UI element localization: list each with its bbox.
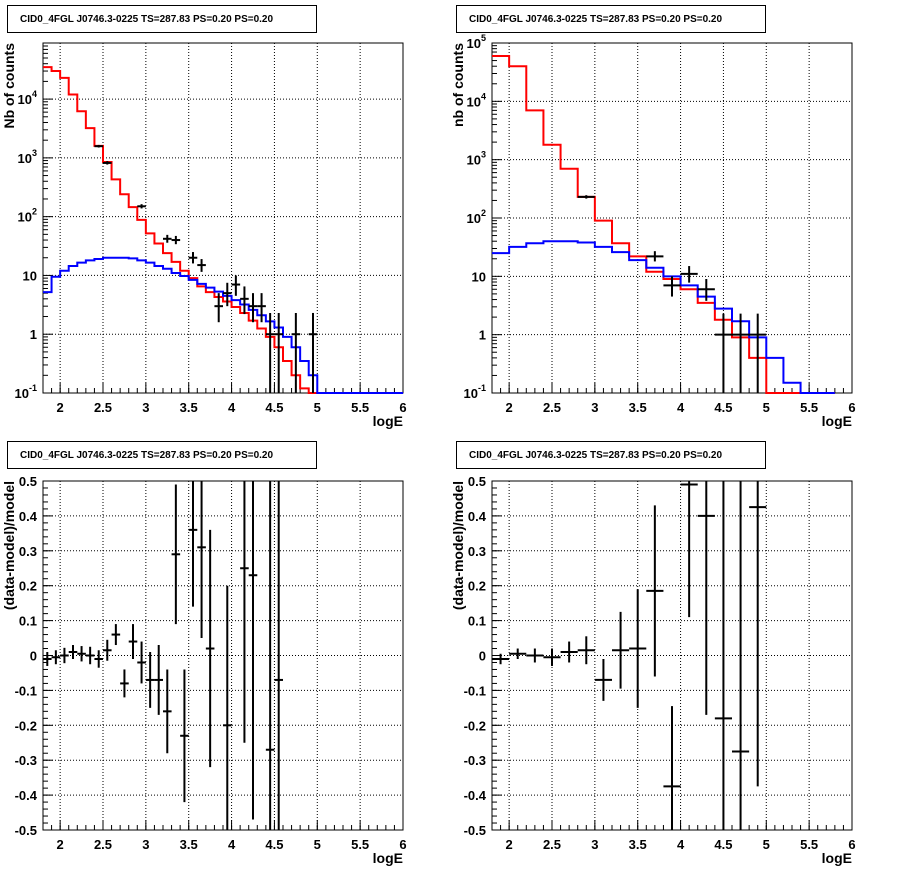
y-tick-label: -0.3 [15, 753, 37, 768]
x-tick-label: 3.5 [180, 837, 198, 852]
x-tick-label: 5.5 [351, 400, 369, 415]
counts-chart-right: 2 2.5 3 3.5 4 4.5 5 5.5 6 10-1 1 10 102 103 104 105 logE… [450, 33, 856, 429]
plot-frame [42, 42, 404, 394]
x-tick-label: 3.5 [180, 400, 198, 415]
x-tick-label: 5.5 [800, 837, 818, 852]
y-tick-label: 0 [30, 649, 37, 664]
x-tick-label: 5 [763, 400, 770, 415]
x-tick-label: 3 [591, 400, 598, 415]
residuals-chart-left: 2 2.5 3 3.5 4 4.5 5 5.5 6 -0.5 -0.4 -0.3 -0.2 -0.1 0 0.… [1, 474, 407, 866]
x-axis-title: logE [822, 850, 852, 866]
y-tick-label: 103 [18, 148, 37, 166]
y-tick-label: 104 [467, 91, 486, 109]
y-tick-label: -0.4 [464, 788, 487, 803]
x-tick-label: 4.5 [265, 837, 283, 852]
x-tick-label: 2.5 [94, 837, 112, 852]
component-model-histogram [492, 240, 835, 394]
y-tick-label: -0.4 [15, 788, 38, 803]
y-tick-label: 0.2 [468, 579, 486, 594]
x-tick-label: 4 [228, 837, 236, 852]
y-axis-title: nb of counts [450, 43, 466, 127]
x-tick-label: 2.5 [543, 837, 561, 852]
x-tick-label: 4.5 [714, 837, 732, 852]
y-tick-label: 1 [479, 328, 486, 343]
y-tick-label: -0.3 [464, 753, 486, 768]
y-tick-label: 0.4 [468, 509, 487, 524]
y-tick-label: 1 [30, 327, 37, 342]
x-tick-label: 3.5 [629, 837, 647, 852]
x-tick-label: 5 [763, 837, 770, 852]
counts-chart-left: 2 2.5 3 3.5 4 4.5 5 5.5 6 10-1 1 10 102 103 104 logE Nb … [1, 42, 407, 429]
x-tick-label: 2 [506, 837, 513, 852]
panel-title: CID0_4FGL J0746.3-0225 TS=287.83 PS=0.20… [456, 5, 766, 33]
x-tick-label: 3.5 [629, 400, 647, 415]
x-tick-label: 5 [314, 400, 321, 415]
total-model-histogram [43, 66, 403, 394]
y-tick-label: -0.1 [15, 683, 37, 698]
x-tick-label: 4 [677, 400, 685, 415]
x-tick-label: 4 [228, 400, 236, 415]
x-tick-label: 2.5 [94, 400, 112, 415]
y-tick-label: 0 [479, 649, 486, 664]
y-tick-label: 0.3 [19, 544, 37, 559]
x-tick-label: 4.5 [265, 400, 283, 415]
y-axis-title: (data-model)/model [1, 481, 17, 610]
x-tick-label: 6 [848, 837, 855, 852]
x-tick-label: 3 [142, 400, 149, 415]
x-tick-label: 5 [314, 837, 321, 852]
y-tick-label: 105 [467, 33, 486, 51]
panel-title: CID0_4FGL J0746.3-0225 TS=287.83 PS=0.20… [7, 441, 317, 469]
x-tick-label: 5.5 [351, 837, 369, 852]
y-tick-label: 10 [23, 268, 37, 283]
x-axis-title: logE [373, 850, 403, 866]
x-tick-label: 3 [591, 837, 598, 852]
y-tick-label: -0.2 [464, 718, 486, 733]
y-tick-label: 10-1 [464, 383, 486, 401]
x-axis-title: logE [373, 413, 403, 429]
y-tick-label: 102 [18, 207, 37, 225]
component-model-histogram [43, 256, 403, 394]
y-axis-title: Nb of counts [1, 43, 17, 129]
y-tick-label: 0.5 [19, 474, 37, 489]
panel-title: CID0_4FGL J0746.3-0225 TS=287.83 PS=0.20… [456, 441, 766, 469]
y-tick-label: 102 [467, 208, 486, 226]
x-tick-label: 5.5 [800, 400, 818, 415]
total-model-histogram [492, 54, 835, 394]
panel-title: CID0_4FGL J0746.3-0225 TS=287.83 PS=0.20… [7, 5, 317, 33]
x-tick-label: 2 [57, 837, 64, 852]
x-tick-label: 6 [848, 400, 855, 415]
panel-counts-right: 2 2.5 3 3.5 4 4.5 5 5.5 6 10-1 1 10 102 103 104 105 logE… [449, 0, 898, 437]
y-tick-label: -0.2 [15, 718, 37, 733]
y-axis-title: (data-model)/model [450, 481, 466, 610]
y-tick-label: 103 [467, 150, 486, 168]
y-tick-label: 0.5 [468, 474, 486, 489]
x-tick-label: 4 [677, 837, 685, 852]
y-tick-label: -0.5 [464, 823, 486, 838]
x-tick-label: 3 [142, 837, 149, 852]
x-tick-label: 2.5 [543, 400, 561, 415]
y-tick-label: 10 [472, 269, 486, 284]
y-tick-label: 0.1 [19, 614, 37, 629]
panel-residuals-left: 2 2.5 3 3.5 4 4.5 5 5.5 6 -0.5 -0.4 -0.3 -0.2 -0.1 0 0.… [0, 438, 449, 875]
y-tick-label: 0.4 [19, 509, 38, 524]
x-tick-label: 2 [506, 400, 513, 415]
y-tick-label: 0.2 [19, 579, 37, 594]
y-tick-label: 10-1 [15, 383, 37, 401]
x-tick-label: 6 [399, 837, 406, 852]
x-tick-label: 2 [57, 400, 64, 415]
y-tick-label: 0.1 [468, 614, 486, 629]
x-tick-label: 4.5 [714, 400, 732, 415]
panel-counts-left: 2 2.5 3 3.5 4 4.5 5 5.5 6 10-1 1 10 102 103 104 logE Nb … [0, 0, 449, 437]
y-tick-label: -0.1 [464, 683, 486, 698]
y-tick-label: -0.5 [15, 823, 37, 838]
panel-residuals-right: 2 2.5 3 3.5 4 4.5 5 5.5 6 -0.5 -0.4 -0.3 -0.2 -0.1 0 0.… [449, 438, 898, 875]
residuals-chart-right: 2 2.5 3 3.5 4 4.5 5 5.5 6 -0.5 -0.4 -0.3 -0.2 -0.1 0 0.… [450, 474, 856, 866]
y-tick-label: 104 [18, 89, 37, 107]
x-tick-label: 6 [399, 400, 406, 415]
x-axis-title: logE [822, 413, 852, 429]
y-tick-label: 0.3 [468, 544, 486, 559]
